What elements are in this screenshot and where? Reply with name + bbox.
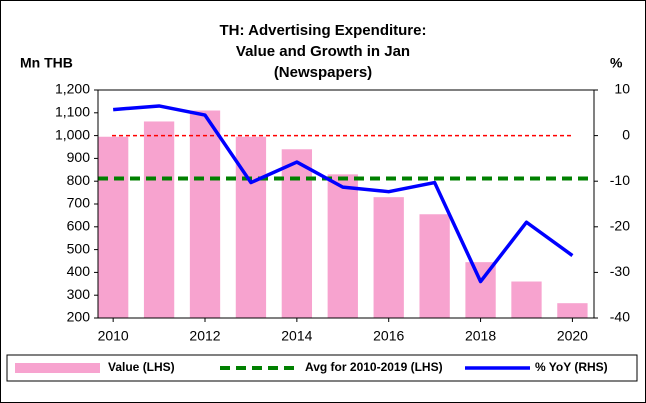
x-tick-label: 2014: [281, 328, 312, 344]
y2-tick-label: 0: [622, 126, 630, 142]
y2-tick-label: -20: [610, 218, 630, 234]
y-tick-label: 1,100: [55, 104, 90, 120]
bar: [511, 281, 542, 318]
y-tick-label: 800: [67, 172, 91, 188]
y2-tick-label: -40: [610, 309, 630, 325]
chart-title: Value and Growth in Jan: [236, 43, 410, 60]
x-tick-label: 2016: [373, 328, 404, 344]
y-tick-label: 400: [67, 263, 91, 279]
bar: [143, 121, 175, 319]
bar: [327, 174, 358, 318]
y-tick-label: 500: [67, 240, 91, 256]
x-tick-label: 2018: [465, 328, 496, 344]
y-tick-label: 700: [67, 195, 91, 211]
x-tick-label: 2012: [189, 328, 220, 344]
y-tick-label: 900: [67, 149, 91, 165]
y-tick-label: 300: [67, 286, 91, 302]
y-tick-label: 600: [67, 218, 91, 234]
y2-tick-label: 10: [614, 81, 630, 97]
legend-label: Avg for 2010-2019 (LHS): [305, 360, 443, 374]
y-axis-label: Mn THB: [20, 55, 73, 71]
chart-title: (Newspapers): [274, 64, 372, 81]
y-tick-label: 200: [67, 309, 91, 325]
bar: [557, 303, 588, 318]
y-tick-label: 1,200: [55, 81, 90, 97]
bar: [465, 262, 496, 318]
legend: [6, 354, 638, 382]
y2-tick-label: -30: [610, 263, 630, 279]
bar: [373, 197, 404, 318]
legend-label: Value (LHS): [108, 360, 175, 374]
x-tick-label: 2020: [557, 328, 588, 344]
legend-swatch: [15, 363, 100, 373]
y2-tick-label: -10: [610, 172, 630, 188]
bar: [98, 136, 129, 318]
bar: [189, 110, 221, 319]
line: [113, 104, 574, 284]
y-tick-label: 1,000: [55, 126, 90, 142]
legend-label: % YoY (RHS): [535, 360, 608, 374]
x-tick-label: 2010: [98, 328, 129, 344]
bar: [281, 149, 313, 318]
chart-title: TH: Advertising Expenditure:: [220, 22, 427, 39]
bar: [419, 214, 450, 318]
y2-axis-label: %: [610, 55, 623, 71]
